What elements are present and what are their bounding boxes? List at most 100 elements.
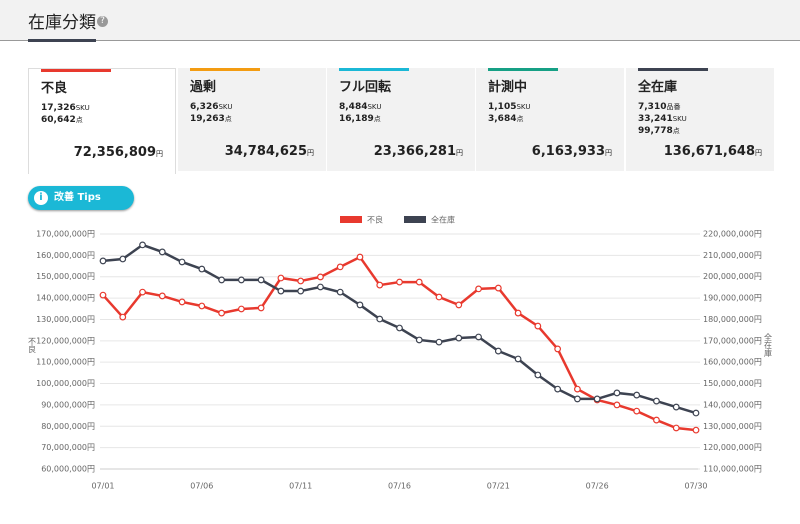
stat-unit: 点 bbox=[373, 115, 381, 123]
y-tick-label: 90,000,000円 bbox=[41, 400, 95, 409]
card-stat: 6,326SKU bbox=[190, 102, 232, 112]
y-tick-label: 70,000,000円 bbox=[41, 443, 95, 452]
data-point bbox=[593, 395, 601, 403]
legend-swatch bbox=[404, 216, 426, 223]
card-color-bar bbox=[638, 68, 708, 71]
y2-tick-label: 160,000,000円 bbox=[703, 358, 762, 367]
data-point bbox=[356, 301, 364, 309]
data-point bbox=[633, 407, 641, 415]
card-stat: 17,326SKU bbox=[41, 103, 90, 113]
data-point bbox=[99, 291, 107, 299]
data-point bbox=[396, 278, 403, 286]
card-total: 6,163,933円 bbox=[532, 144, 612, 159]
category-card[interactable]: 不良 17,326SKU 60,642点 72,356,809円 bbox=[28, 68, 176, 174]
y-tick-label: 110,000,000円 bbox=[36, 358, 95, 367]
data-point bbox=[514, 355, 522, 363]
y-tick-label: 170,000,000円 bbox=[36, 230, 95, 239]
data-point bbox=[534, 371, 542, 379]
category-card[interactable]: フル回転 8,484SKU 16,189点 23,366,281円 bbox=[327, 68, 475, 171]
stat-unit: SKU bbox=[218, 103, 233, 111]
card-stat: 7,310品番 bbox=[638, 102, 680, 112]
y2-tick-label: 220,000,000円 bbox=[703, 230, 762, 239]
y2-tick-label: 110,000,000円 bbox=[703, 465, 762, 474]
x-tick-label: 07/21 bbox=[487, 482, 510, 491]
y-tick-label: 60,000,000円 bbox=[41, 465, 95, 474]
legend-label: 全在庫 bbox=[431, 215, 455, 225]
y2-tick-label: 130,000,000円 bbox=[703, 422, 762, 431]
total-value: 23,366,281 bbox=[373, 144, 456, 159]
category-card[interactable]: 過剰 6,326SKU 19,263点 34,784,625円 bbox=[178, 68, 326, 171]
card-total: 72,356,809円 bbox=[74, 145, 163, 160]
y-axis-label: 不良 bbox=[28, 337, 37, 354]
category-card[interactable]: 計測中 1,105SKU 3,684点 6,163,933円 bbox=[476, 68, 624, 171]
data-point bbox=[158, 248, 166, 256]
data-point bbox=[653, 416, 660, 424]
data-point bbox=[376, 281, 384, 289]
data-point bbox=[396, 324, 403, 332]
data-point bbox=[672, 403, 680, 411]
data-point bbox=[672, 424, 680, 432]
total-value: 6,163,933 bbox=[531, 144, 605, 159]
card-stat: 33,241SKU bbox=[638, 114, 687, 124]
y2-tick-label: 180,000,000円 bbox=[703, 315, 762, 324]
legend-label: 不良 bbox=[367, 215, 383, 225]
data-point bbox=[475, 285, 482, 293]
total-value: 72,356,809 bbox=[73, 145, 156, 160]
info-icon: i bbox=[34, 191, 48, 205]
data-point bbox=[99, 257, 107, 265]
stat-unit: 点 bbox=[75, 116, 83, 124]
data-point bbox=[297, 277, 305, 285]
y2-tick-label: 200,000,000円 bbox=[703, 272, 762, 281]
page-title: 在庫分類 bbox=[28, 8, 96, 42]
y2-tick-label: 190,000,000円 bbox=[703, 294, 762, 303]
tips-button[interactable]: i 改善 Tips bbox=[28, 186, 134, 210]
data-point bbox=[119, 313, 127, 321]
data-point bbox=[119, 255, 127, 263]
x-tick-label: 07/26 bbox=[586, 482, 609, 491]
card-stat: 19,263点 bbox=[190, 114, 232, 124]
stat-value: 33,241 bbox=[638, 114, 673, 124]
card-color-bar bbox=[41, 69, 111, 72]
total-unit: 円 bbox=[755, 149, 762, 157]
card-name: 過剰 bbox=[190, 80, 217, 95]
stat-unit: 点 bbox=[516, 115, 524, 123]
data-point bbox=[514, 309, 522, 317]
data-point bbox=[336, 263, 344, 271]
card-stat: 16,189点 bbox=[339, 114, 381, 124]
data-point bbox=[178, 258, 186, 266]
stat-value: 17,326 bbox=[41, 103, 76, 113]
help-icon[interactable]: ? bbox=[97, 16, 108, 27]
category-card[interactable]: 全在庫 7,310品番 33,241SKU 99,778点 136,671,648円 bbox=[626, 68, 774, 171]
data-point bbox=[415, 336, 423, 344]
stat-unit: SKU bbox=[75, 104, 90, 112]
card-stat: 8,484SKU bbox=[339, 102, 381, 112]
data-point bbox=[257, 276, 265, 284]
stat-value: 1,105 bbox=[488, 102, 517, 112]
y-tick-label: 120,000,000円 bbox=[36, 336, 95, 345]
stat-value: 3,684 bbox=[488, 114, 517, 124]
x-tick-label: 07/01 bbox=[91, 482, 114, 491]
total-unit: 円 bbox=[605, 149, 612, 157]
data-point bbox=[633, 391, 641, 399]
data-point bbox=[613, 389, 621, 397]
data-point bbox=[494, 347, 502, 355]
card-stat: 99,778点 bbox=[638, 126, 680, 136]
stat-unit: SKU bbox=[672, 115, 687, 123]
total-value: 34,784,625 bbox=[224, 144, 307, 159]
data-point bbox=[237, 305, 245, 313]
y2-tick-label: 210,000,000円 bbox=[703, 251, 762, 260]
card-color-bar bbox=[190, 68, 260, 71]
data-point bbox=[317, 283, 324, 291]
data-point bbox=[435, 338, 443, 346]
button-label: 改善 Tips bbox=[54, 192, 101, 203]
card-name: 不良 bbox=[41, 81, 68, 96]
stat-value: 19,263 bbox=[190, 114, 225, 124]
data-point bbox=[475, 333, 482, 341]
stat-unit: 点 bbox=[224, 115, 232, 123]
data-point bbox=[455, 334, 463, 342]
data-point bbox=[218, 309, 226, 317]
y-tick-label: 140,000,000円 bbox=[36, 294, 95, 303]
y-tick-label: 150,000,000円 bbox=[36, 272, 95, 281]
